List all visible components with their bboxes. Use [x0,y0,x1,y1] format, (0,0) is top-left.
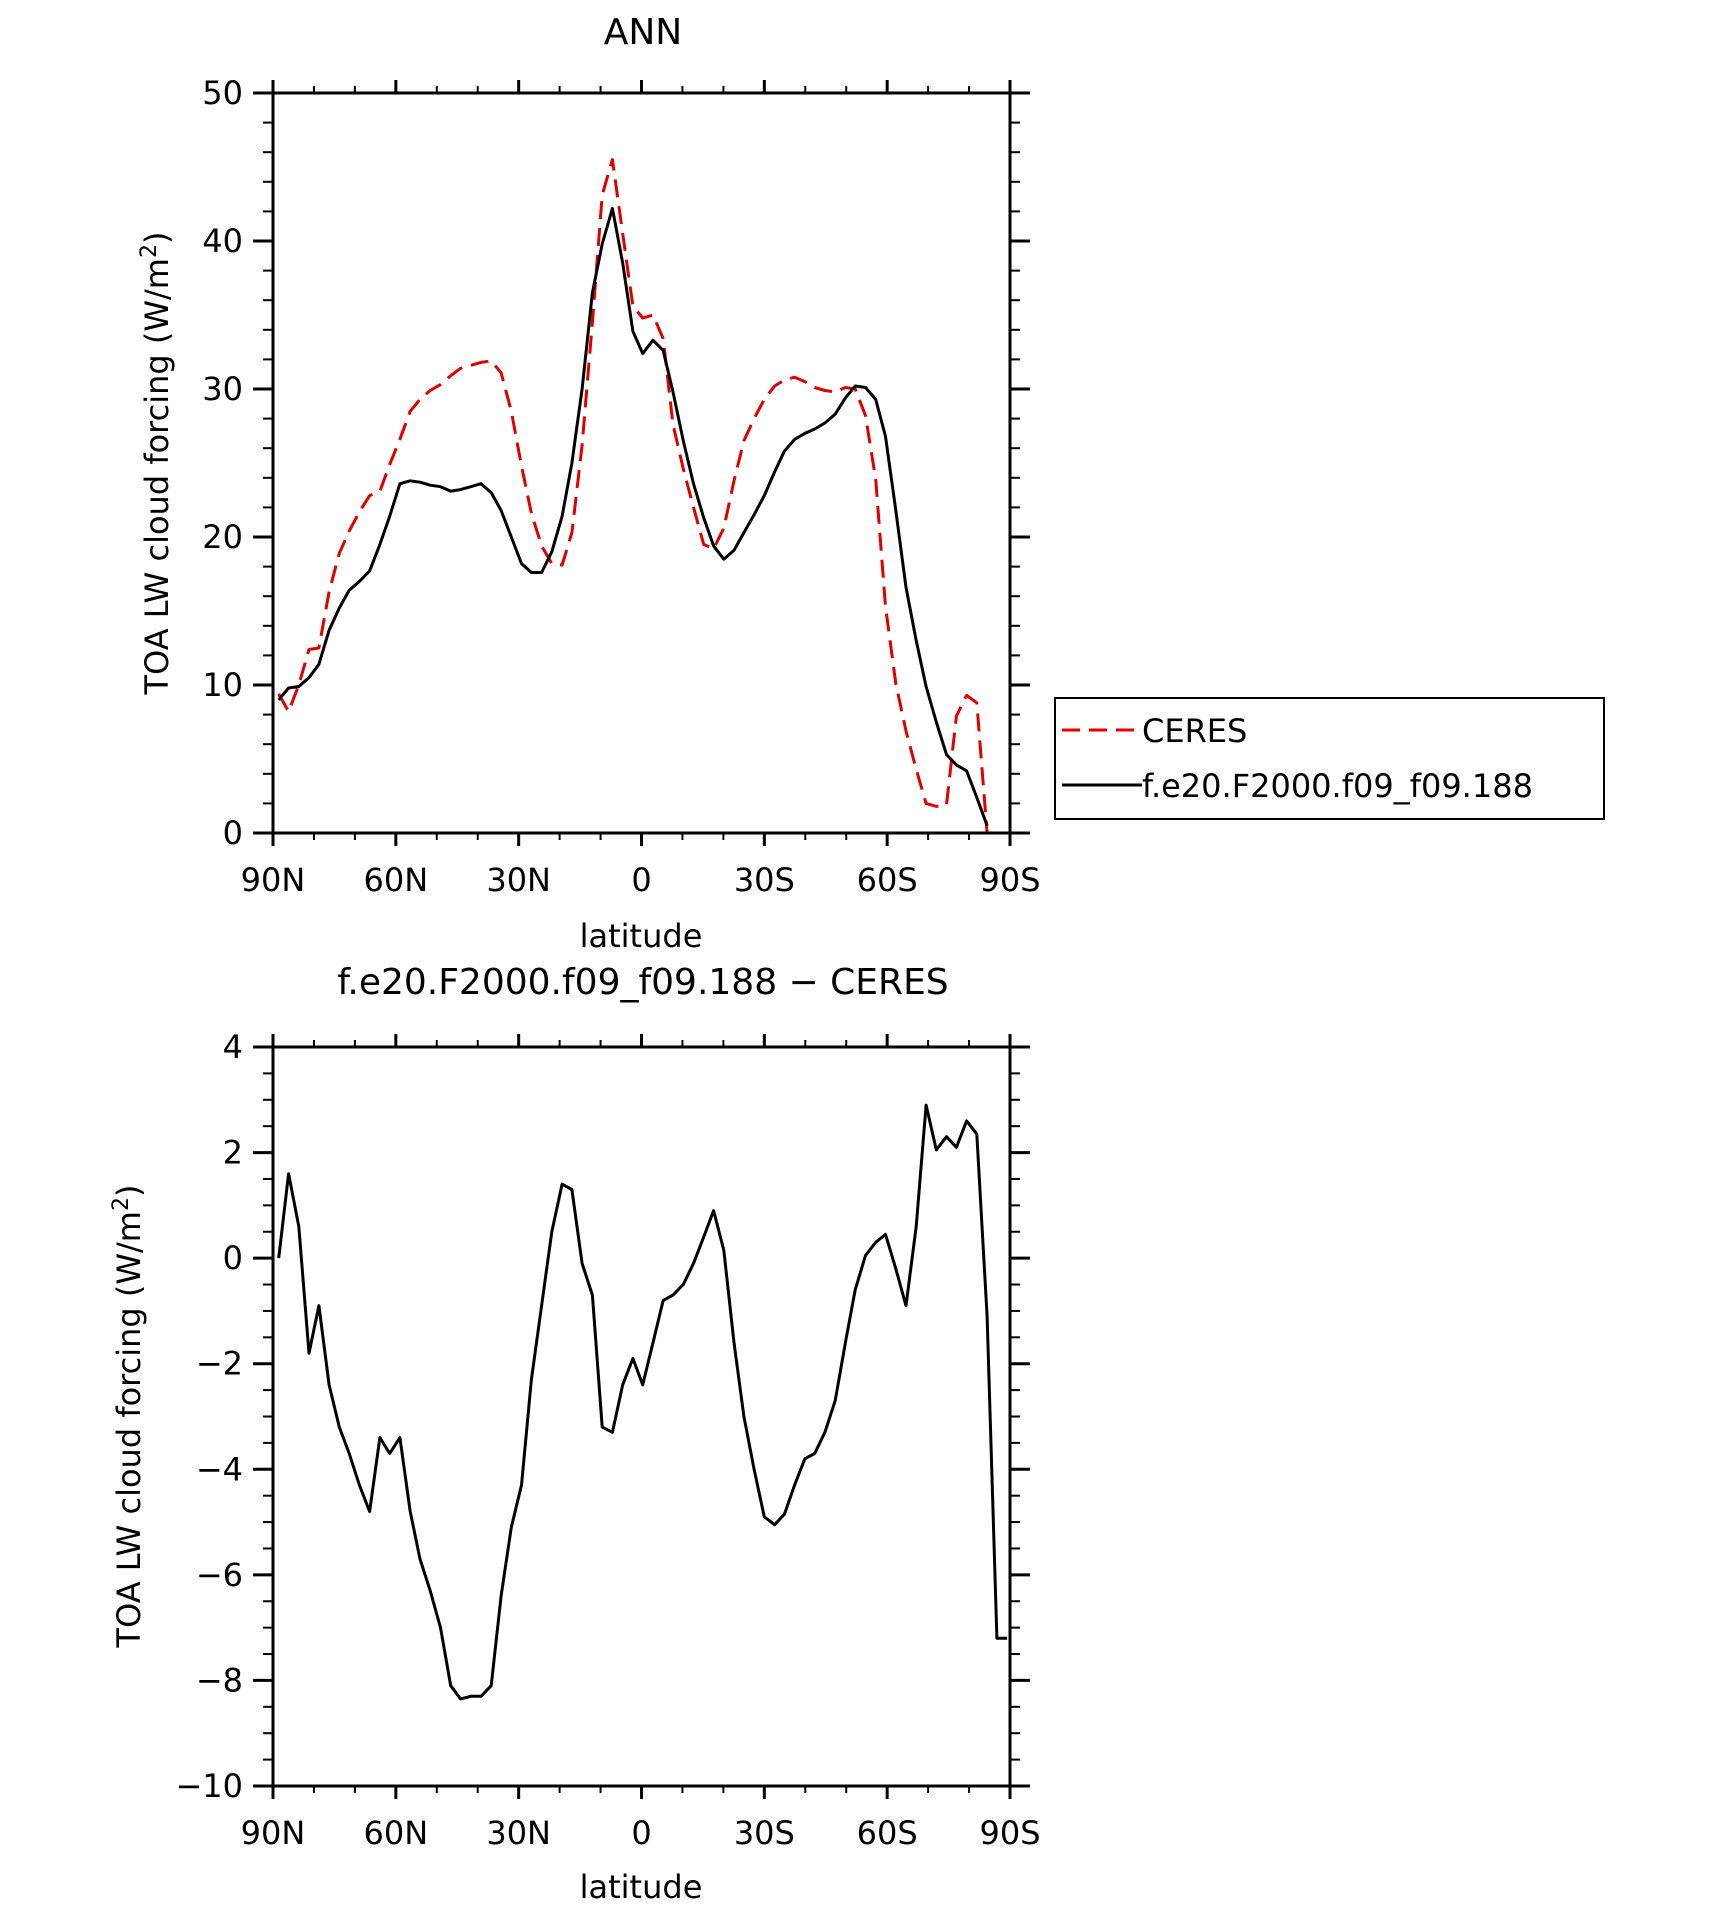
legend: CERES f.e20.F2000.f09_f09.188 [1054,697,1605,820]
bottom-y-tick-label: 0 [223,1239,243,1277]
bottom-x-tick-label: 0 [631,1814,651,1852]
top-y-tick-label: 0 [223,814,243,852]
bottom-y-tick-label: −2 [196,1345,243,1383]
legend-label-model: f.e20.F2000.f09_f09.188 [1142,767,1533,805]
bottom-series-line-difference [277,1103,1008,1701]
bottom-x-tick-label: 60N [364,1814,429,1852]
bottom-y-tick-label: −6 [196,1556,243,1594]
top-panel-title: ANN [604,12,683,53]
bottom-y-tick-label: −8 [196,1661,243,1699]
bottom-x-tick-label: 30N [486,1814,551,1852]
bottom-y-axis-label: TOA LW cloud forcing (W/m2) [109,1185,148,1649]
top-x-tick-label: 0 [631,861,651,899]
top-panel: ANN 90N 60N 30N 0 30S 60S 90S 0 10 20 30 40 50 latit… [137,12,1041,955]
top-x-tick-label: 60S [857,861,918,899]
top-series-line-ceres [277,158,989,834]
bottom-x-tick-label: 90S [979,1814,1040,1852]
top-series-line-f-e20-f2000-f09-f09-188 [277,206,989,827]
bottom-y-tick-label: 2 [223,1134,243,1172]
bottom-x-tick-label: 90N [241,1814,306,1852]
top-y-tick-label: 20 [202,518,243,556]
bottom-plot-frame [271,1045,1012,1788]
top-y-tick-label: 50 [202,74,243,112]
legend-box [1054,697,1605,820]
bottom-x-axis-label: latitude [580,1868,703,1905]
top-x-tick-label: 30N [486,861,551,899]
top-y-tick-label: 40 [202,222,243,260]
top-x-tick-label: 30S [734,861,795,899]
bottom-panel: f.e20.F2000.f09_f09.188 − CERES 90N 60N 30… [109,962,1041,1905]
top-x-axis-label: latitude [580,917,703,955]
top-x-tick-label: 60N [364,861,429,899]
top-x-tick-label: 90N [241,861,306,899]
bottom-x-tick-label: 60S [857,1814,918,1852]
top-y-tick-label: 30 [202,370,243,408]
top-x-tick-label: 90S [979,861,1040,899]
bottom-y-tick-label: 4 [223,1028,243,1066]
bottom-x-tick-label: 30S [734,1814,795,1852]
bottom-panel-title: f.e20.F2000.f09_f09.188 − CERES [337,962,948,1003]
top-y-axis-label: TOA LW cloud forcing (W/m2) [137,232,176,696]
legend-label-ceres: CERES [1142,712,1247,750]
bottom-y-tick-label: −4 [196,1450,243,1488]
top-y-tick-label: 10 [202,666,243,704]
top-plot-frame [271,91,1012,835]
bottom-y-tick-label: −10 [175,1767,243,1805]
